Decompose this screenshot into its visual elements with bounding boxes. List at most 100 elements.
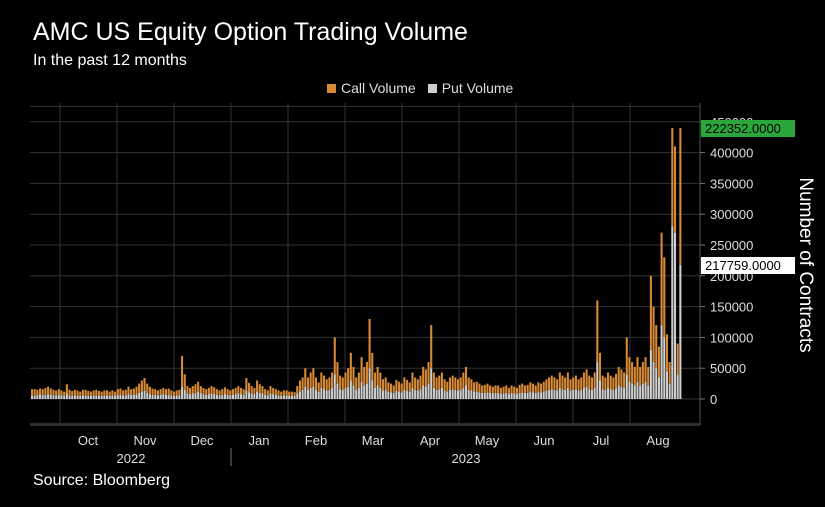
put-bar bbox=[301, 389, 304, 399]
call-bar bbox=[60, 390, 63, 396]
call-bar bbox=[218, 390, 221, 396]
call-bar bbox=[191, 386, 194, 394]
put-bar bbox=[478, 392, 481, 399]
put-bar bbox=[424, 386, 427, 399]
call-bar bbox=[213, 387, 216, 395]
call-bar bbox=[623, 372, 626, 388]
put-bar bbox=[162, 394, 165, 399]
call-bar bbox=[55, 390, 58, 396]
put-bar bbox=[467, 389, 470, 399]
call-bar bbox=[39, 388, 42, 395]
put-bar bbox=[87, 395, 90, 399]
call-bar bbox=[52, 389, 55, 396]
put-bar bbox=[266, 395, 269, 399]
put-bar bbox=[448, 389, 452, 399]
call-bar bbox=[114, 391, 117, 396]
y-tick-label: 350000 bbox=[710, 176, 753, 191]
call-bar bbox=[593, 372, 596, 388]
put-bar bbox=[604, 389, 607, 399]
put-bar bbox=[371, 380, 374, 399]
call-bar bbox=[151, 388, 154, 395]
x-tick-label: Oct bbox=[78, 433, 99, 448]
call-bar bbox=[606, 372, 610, 388]
call-bar bbox=[518, 384, 521, 393]
put-bar bbox=[127, 394, 130, 399]
call-bar bbox=[215, 389, 218, 395]
put-bar bbox=[625, 374, 628, 399]
call-bar bbox=[186, 386, 189, 394]
put-bar bbox=[258, 392, 261, 399]
put-bar bbox=[456, 390, 460, 399]
call-bar bbox=[443, 379, 446, 391]
y-tick-label: 200000 bbox=[710, 269, 753, 284]
put-bar bbox=[663, 337, 666, 399]
put-bar bbox=[631, 383, 634, 399]
put-bar bbox=[454, 389, 457, 399]
put-bar bbox=[513, 393, 516, 399]
call-bar bbox=[181, 355, 184, 387]
y-tick-label: 100000 bbox=[710, 330, 753, 345]
put-bar bbox=[515, 394, 518, 399]
call-bar bbox=[199, 386, 202, 394]
put-bar bbox=[205, 394, 208, 399]
call-bar bbox=[475, 381, 478, 392]
put-bar bbox=[596, 362, 599, 399]
call-bar bbox=[465, 366, 468, 386]
put-bar bbox=[71, 395, 74, 399]
call-bar bbox=[183, 374, 186, 390]
legend-label-put: Put Volume bbox=[441, 80, 514, 96]
put-bar bbox=[671, 226, 674, 399]
put-bar bbox=[325, 390, 328, 399]
x-tick-label: Jun bbox=[534, 433, 555, 448]
call-bar bbox=[395, 379, 398, 391]
put-bar bbox=[39, 394, 42, 399]
call-bar bbox=[588, 375, 591, 390]
call-bar bbox=[154, 389, 157, 395]
call-bar bbox=[365, 362, 368, 384]
call-bar bbox=[534, 385, 537, 393]
x-tick-label: May bbox=[475, 433, 500, 448]
put-bar bbox=[79, 395, 82, 399]
call-bar bbox=[529, 382, 532, 392]
call-bar bbox=[590, 377, 593, 390]
put-bar bbox=[381, 390, 385, 399]
call-bar bbox=[189, 387, 192, 395]
call-bar bbox=[146, 383, 149, 393]
call-bar bbox=[325, 379, 328, 391]
call-bar bbox=[515, 387, 518, 395]
call-bar bbox=[349, 352, 352, 381]
put-bar bbox=[497, 392, 500, 399]
put-bar bbox=[274, 394, 277, 399]
put-bar bbox=[365, 383, 368, 399]
legend-swatch-put bbox=[427, 83, 437, 93]
call-bar bbox=[269, 386, 272, 394]
put-bar bbox=[574, 389, 577, 399]
put-bar bbox=[465, 385, 468, 399]
call-bar bbox=[389, 383, 393, 393]
call-bar bbox=[454, 377, 457, 390]
put-bar bbox=[183, 389, 186, 399]
put-bar bbox=[293, 395, 296, 399]
put-bar bbox=[164, 394, 168, 399]
call-bar bbox=[320, 372, 323, 388]
put-bar bbox=[521, 392, 524, 399]
put-bar bbox=[124, 395, 127, 399]
put-bar bbox=[505, 392, 508, 399]
call-bar bbox=[312, 368, 315, 387]
put-bar bbox=[119, 394, 122, 399]
put-bar bbox=[540, 392, 543, 399]
call-bar bbox=[89, 391, 93, 396]
put-bar bbox=[264, 394, 267, 399]
put-bar bbox=[400, 392, 403, 399]
put-bar bbox=[483, 392, 486, 399]
last-call-value: 222352.0000 bbox=[705, 121, 781, 136]
put-bar bbox=[422, 385, 425, 399]
call-bar bbox=[419, 375, 422, 390]
call-bar bbox=[167, 388, 170, 395]
call-bar bbox=[615, 373, 618, 389]
put-bar bbox=[194, 392, 197, 399]
call-bar bbox=[564, 377, 567, 390]
call-bar bbox=[65, 384, 68, 394]
put-bar bbox=[558, 387, 561, 399]
